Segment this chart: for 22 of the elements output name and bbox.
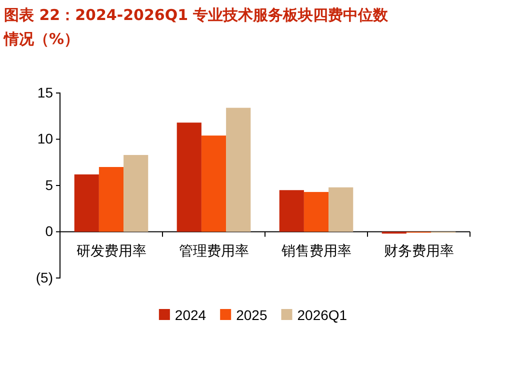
y-tick-label: 15 [37,84,54,100]
bar [279,190,304,232]
x-tick-label: 管理费用率 [178,242,249,259]
bar [304,192,329,232]
legend-label: 2024 [174,307,206,323]
bar [176,122,202,232]
legend-label: 2026Q1 [297,307,348,323]
x-tick-label: 销售费用率 [280,242,352,259]
chart-title: 图表 22：2024-2026Q1 专业技术服务板块四费中位数情况（%） [3,6,390,48]
bar [201,136,226,232]
bar [98,167,124,232]
y-tick-label: 0 [45,223,54,240]
bar [124,154,148,232]
x-tick-label: 研发费用率 [76,242,146,259]
y-tick-label: (5) [36,269,53,286]
legend-label: 2025 [236,307,268,323]
bar [74,174,99,232]
y-tick-label: 5 [45,176,54,193]
bar [328,187,354,232]
bar [226,108,251,232]
y-tick-label: 10 [37,130,54,147]
x-tick-label: 财务费用率 [384,242,454,259]
